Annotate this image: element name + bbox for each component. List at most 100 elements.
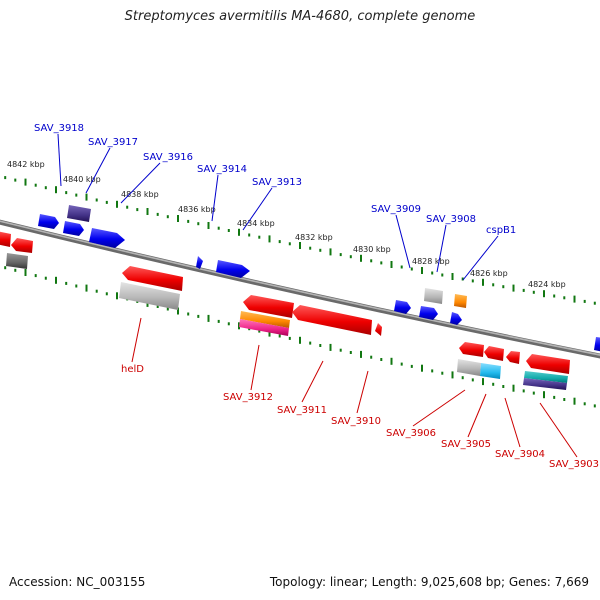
gene-arrow-sav3905[interactable] (484, 346, 504, 361)
scale-tick-mark (431, 369, 434, 373)
scale-tick-mark (522, 389, 525, 393)
orange-block-cspb1[interactable] (454, 294, 467, 308)
scale-tick-mark (248, 233, 251, 237)
gene-label-sav3909[interactable]: SAV_3909 (371, 204, 421, 215)
gene-arrow-sav3904[interactable] (506, 351, 520, 364)
gene-label-sav3906[interactable]: SAV_3906 (386, 428, 436, 439)
gene-label-held[interactable]: helD (121, 364, 144, 375)
scale-tick-mark (85, 193, 88, 201)
scale-tick-mark (583, 402, 586, 406)
scale-tick-label: 4828 kbp (412, 257, 450, 266)
purple-block-sav3903[interactable] (523, 378, 567, 390)
gene-arrow-sav3911[interactable] (292, 305, 372, 335)
orange-block-sav3912[interactable] (240, 311, 290, 328)
scale-tick-mark (532, 290, 535, 294)
scale-tick-mark (34, 274, 37, 278)
scale-tick-mark (441, 371, 444, 375)
gene-label-sav3914[interactable]: SAV_3914 (197, 164, 247, 175)
scale-tick-mark (177, 215, 179, 222)
rna-block-edge-left[interactable] (6, 253, 28, 269)
gene-arrow-edge[interactable] (594, 337, 600, 352)
accession-text: Accession: NC_003155 (9, 575, 146, 589)
scale-tick-mark (55, 276, 57, 284)
scale-tick-mark (288, 336, 291, 340)
scale-tick-mark (177, 307, 179, 315)
gene-arrow-sav3906[interactable] (459, 342, 484, 357)
scale-tick-mark (400, 362, 403, 366)
scale-tick-mark (431, 271, 434, 275)
scale-tick-label: 4838 kbp (121, 190, 159, 199)
scale-tick-mark (380, 358, 383, 361)
scale-tick-mark (238, 228, 240, 236)
scale-tick-mark (116, 292, 118, 300)
leader-line (131, 317, 142, 363)
rna-block-sav3909[interactable] (424, 288, 443, 304)
gene-label-sav3911[interactable]: SAV_3911 (277, 405, 327, 416)
scale-tick-mark (24, 269, 27, 276)
leader-line (356, 370, 369, 414)
scale-tick-mark (299, 242, 301, 249)
teal-block-sav3903[interactable] (524, 371, 568, 383)
scale-tick-mark (14, 178, 17, 182)
scale-tick-mark (238, 322, 240, 330)
scale-tick-mark (553, 395, 556, 399)
top-gene-labels: SAV_3918 SAV_3917 SAV_3916 SAV_3914 SAV_… (34, 123, 516, 236)
gene-arrow-edge-left-1[interactable] (0, 231, 11, 247)
gene-arrow-sav3910[interactable] (375, 323, 382, 336)
gene-arrow-sav3918b[interactable] (63, 221, 84, 236)
leader-line (242, 187, 273, 231)
scale-tick-mark (410, 364, 413, 368)
gene-arrow-edge-left-2[interactable] (11, 238, 33, 253)
leader-line (301, 360, 324, 403)
gene-label-cspb1[interactable]: cspB1 (486, 225, 516, 236)
scale-tick-mark (207, 222, 210, 229)
gene-arrow-sav3918[interactable] (38, 214, 59, 229)
gene-label-sav3918[interactable]: SAV_3918 (34, 123, 84, 134)
cyan-block-sav3905[interactable] (480, 363, 501, 379)
scale-tick-mark (339, 253, 342, 257)
scale-tick-mark (105, 292, 108, 296)
scale-tick-mark (217, 319, 220, 323)
scale-tick-mark (309, 341, 312, 345)
scale-tick-mark (207, 314, 210, 322)
scale-tick-mark (187, 312, 190, 316)
leader-line (57, 133, 62, 187)
gene-label-sav3903[interactable]: SAV_3903 (549, 459, 599, 470)
scale-tick-label: 4824 kbp (528, 280, 566, 289)
gene-arrow-sav3903[interactable] (526, 354, 570, 374)
gene-arrow-sav3908[interactable] (419, 306, 438, 320)
gene-arrow-held[interactable] (122, 266, 183, 291)
gene-label-sav3908[interactable]: SAV_3908 (426, 214, 476, 225)
scale-tick-mark (370, 259, 373, 263)
gene-label-sav3905[interactable]: SAV_3905 (441, 439, 491, 450)
gene-arrow-sav3912[interactable] (243, 295, 294, 318)
rna-block-held[interactable] (119, 282, 180, 310)
gene-label-sav3912[interactable]: SAV_3912 (223, 392, 273, 403)
gene-label-sav3904[interactable]: SAV_3904 (495, 449, 545, 460)
gene-arrow-sav3914[interactable] (196, 256, 203, 269)
chromosome-backbone (0, 219, 600, 359)
gene-arrow-sav3913[interactable] (216, 260, 250, 278)
gene-label-sav3916[interactable]: SAV_3916 (143, 152, 193, 163)
scale-tick-mark (197, 222, 200, 226)
scale-tick-mark (75, 284, 78, 288)
gene-arrow-sav3909[interactable] (394, 300, 411, 314)
scale-tick-mark (136, 208, 139, 212)
scale-tick-mark (278, 334, 281, 338)
scale-tick-mark (268, 235, 271, 243)
reverse-strand-features (0, 231, 570, 390)
gene-arrow-sav3916[interactable] (89, 228, 125, 248)
scale-tick-mark (451, 371, 454, 379)
leader-line (412, 389, 466, 427)
pink-block-sav3912[interactable] (239, 319, 289, 336)
scale-tick-label: 4834 kbp (237, 219, 275, 228)
gene-label-sav3917[interactable]: SAV_3917 (88, 137, 138, 148)
rna-block-sav3906[interactable] (457, 359, 481, 376)
gene-label-sav3913[interactable]: SAV_3913 (252, 177, 302, 188)
rna-block-sav3917[interactable] (67, 205, 91, 222)
scale-tick-mark (532, 391, 535, 395)
gene-arrow-cspb1[interactable] (450, 312, 462, 325)
gene-label-sav3910[interactable]: SAV_3910 (331, 416, 381, 427)
scale-tick-mark (166, 307, 169, 311)
